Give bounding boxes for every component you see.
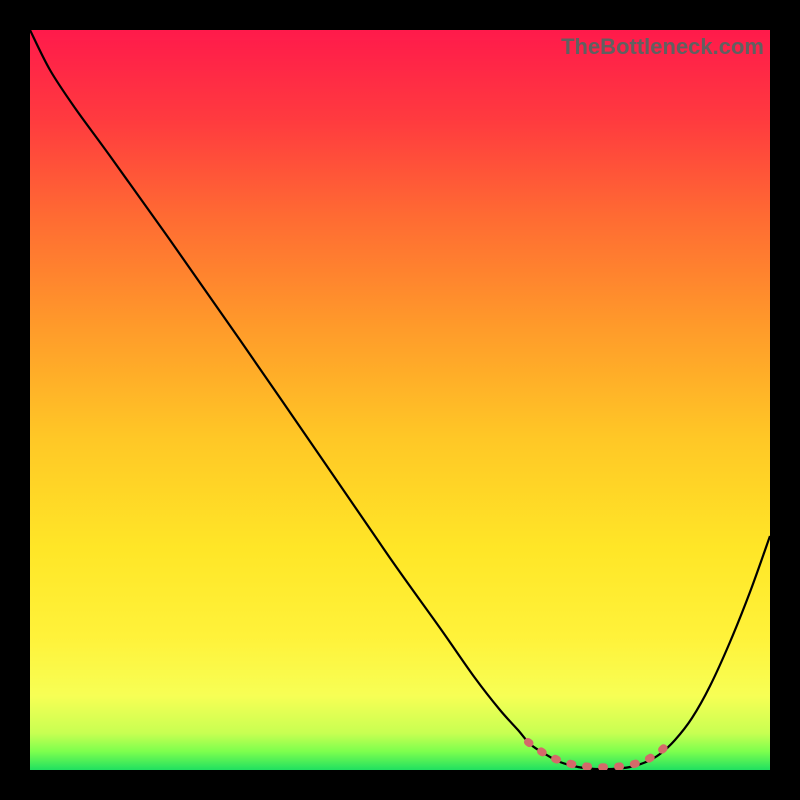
watermark-text: TheBottleneck.com [561,34,764,60]
chart-area: TheBottleneck.com [30,30,770,770]
optimal-range-marker [30,30,770,770]
